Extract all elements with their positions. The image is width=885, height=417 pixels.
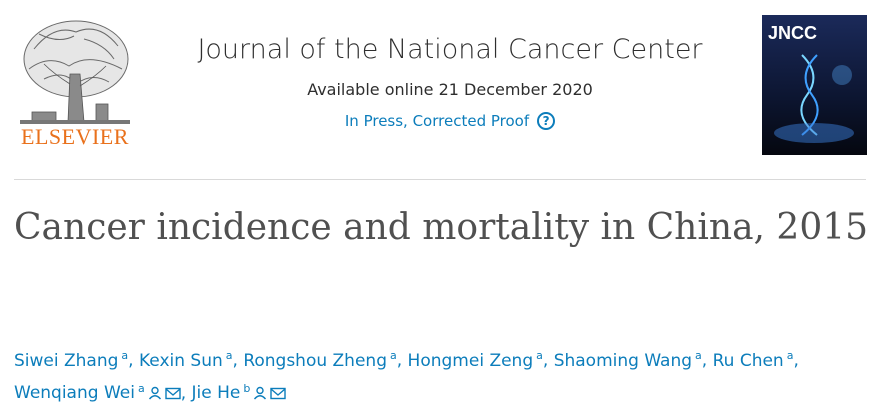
affiliation-marker[interactable]: a bbox=[786, 349, 794, 362]
affiliation-marker[interactable]: a bbox=[695, 349, 702, 362]
affiliation-marker[interactable]: a bbox=[137, 381, 145, 395]
affiliation-marker[interactable]: a bbox=[536, 349, 543, 362]
author-separator: , bbox=[128, 350, 139, 371]
author-name[interactable]: Wenqiang Wei bbox=[14, 383, 135, 404]
author-separator: , bbox=[180, 383, 192, 404]
affiliation-marker[interactable]: b bbox=[243, 381, 251, 395]
author-item[interactable]: Wenqiang Wei a bbox=[14, 381, 181, 404]
affiliation-marker[interactable]: a bbox=[121, 349, 129, 362]
article-title: Cancer incidence and mortality in China,… bbox=[14, 207, 869, 248]
article-header: ELSEVIER Journal of the National Cancer … bbox=[0, 0, 885, 180]
person-icon[interactable] bbox=[148, 381, 162, 409]
mail-icon[interactable] bbox=[165, 381, 181, 409]
elsevier-tree-logo[interactable] bbox=[14, 14, 136, 152]
help-icon[interactable]: ? bbox=[537, 112, 556, 130]
mail-icon[interactable] bbox=[270, 381, 287, 409]
cover-label: JNCC bbox=[768, 23, 817, 43]
author-separator: , bbox=[542, 350, 554, 371]
journal-info: Journal of the National Cancer Center Av… bbox=[150, 30, 750, 130]
author-item[interactable]: Rongshou Zheng a bbox=[243, 349, 397, 371]
author-name[interactable]: Ru Chen bbox=[712, 350, 784, 371]
author-item[interactable]: Hongmei Zeng a bbox=[407, 349, 543, 371]
header-divider bbox=[14, 179, 866, 180]
author-separator: , bbox=[396, 350, 408, 371]
person-icon[interactable] bbox=[253, 381, 267, 409]
author-name[interactable]: Rongshou Zheng bbox=[243, 350, 387, 371]
author-separator: , bbox=[701, 350, 713, 371]
available-online-date: Available online 21 December 2020 bbox=[307, 80, 593, 99]
publisher-name[interactable]: ELSEVIER bbox=[21, 124, 129, 149]
journal-title-link[interactable]: Journal of the National Cancer Center bbox=[197, 34, 703, 65]
author-separator: , bbox=[793, 350, 799, 371]
status-link[interactable]: In Press, Corrected Proof bbox=[344, 112, 530, 130]
affiliation-marker[interactable]: a bbox=[389, 349, 397, 362]
author-name[interactable]: Kexin Sun bbox=[138, 350, 223, 371]
author-item[interactable]: Siwei Zhang a bbox=[14, 349, 129, 371]
author-item[interactable]: Ru Chen a bbox=[712, 349, 794, 371]
author-item[interactable]: Jie He b bbox=[191, 381, 287, 404]
author-name[interactable]: Jie He bbox=[191, 383, 241, 404]
author-name[interactable]: Siwei Zhang bbox=[14, 350, 119, 371]
author-name[interactable]: Shaoming Wang bbox=[553, 350, 693, 371]
author-list: Siwei Zhang a, Kexin Sun a, Rongshou Zheng… bbox=[14, 342, 874, 409]
author-separator: , bbox=[232, 350, 244, 371]
journal-cover-image[interactable]: JNCC bbox=[762, 15, 867, 155]
affiliation-marker[interactable]: a bbox=[225, 349, 233, 362]
author-item[interactable]: Shaoming Wang a bbox=[553, 349, 702, 371]
author-item[interactable]: Kexin Sun a bbox=[138, 349, 233, 371]
article-status: In Press, Corrected Proof ? bbox=[150, 112, 750, 130]
author-name[interactable]: Hongmei Zeng bbox=[407, 350, 534, 371]
